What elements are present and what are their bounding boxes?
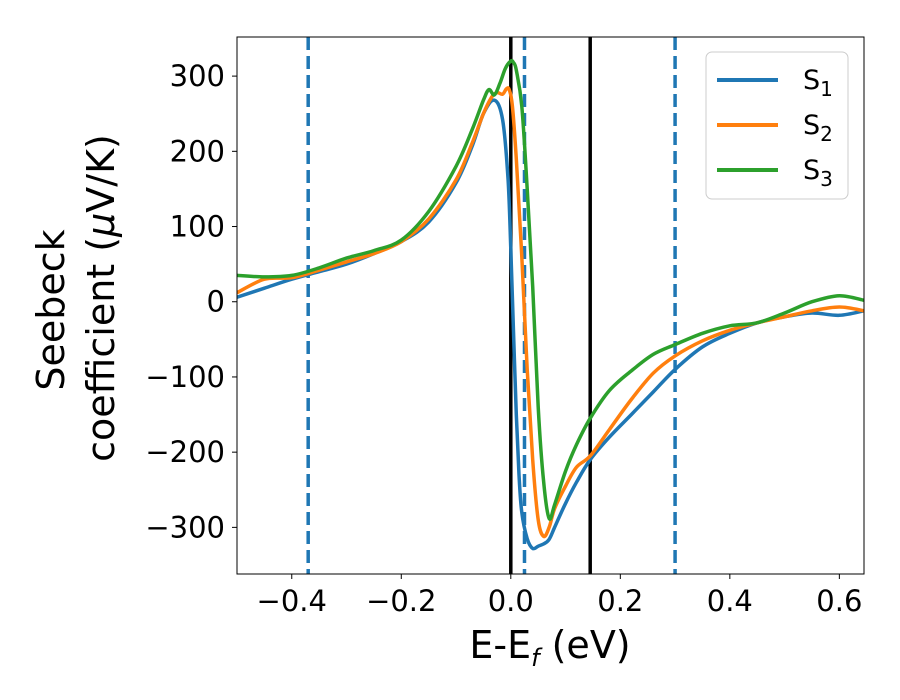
y-tick-label: 300 <box>170 59 225 93</box>
series-lines <box>237 58 864 551</box>
x-tick-label: 0.6 <box>816 584 862 618</box>
legend-label-s3: S3 <box>803 155 833 191</box>
y-tick-label: 0 <box>207 285 225 319</box>
y-axis-title-line1: Seebeck <box>29 229 73 390</box>
x-axis-ticks: −0.4 −0.2 0.0 0.2 0.4 0.6 <box>257 574 862 618</box>
y-tick-label: −100 <box>145 360 225 394</box>
y-tick-label: −300 <box>145 510 225 544</box>
x-axis-title: E-Ef (eV) <box>469 623 630 672</box>
x-tick-label: −0.4 <box>257 584 327 618</box>
y-tick-label: −200 <box>145 435 225 469</box>
reference-lines <box>306 37 677 574</box>
y-tick-label: 200 <box>170 134 225 168</box>
x-tick-label: 0.0 <box>488 584 534 618</box>
y-tick-label: 100 <box>170 210 225 244</box>
plot-frame <box>236 36 865 575</box>
series-line-s2 <box>237 86 864 539</box>
x-tick-label: 0.4 <box>707 584 753 618</box>
x-tick-label: 0.2 <box>597 584 643 618</box>
x-tick-label: −0.2 <box>366 584 436 618</box>
legend: S1 S2 S3 <box>705 51 849 200</box>
legend-label-s2: S2 <box>803 110 833 146</box>
legend-label-s1: S1 <box>803 65 833 101</box>
series-line-s3 <box>237 58 864 521</box>
legend-entries: S1 S2 S3 <box>717 65 833 191</box>
y-axis-title-line2: coefficient (μV/K) <box>79 134 123 462</box>
y-axis-ticks: 300 200 100 0 −100 −200 −300 <box>145 59 237 544</box>
